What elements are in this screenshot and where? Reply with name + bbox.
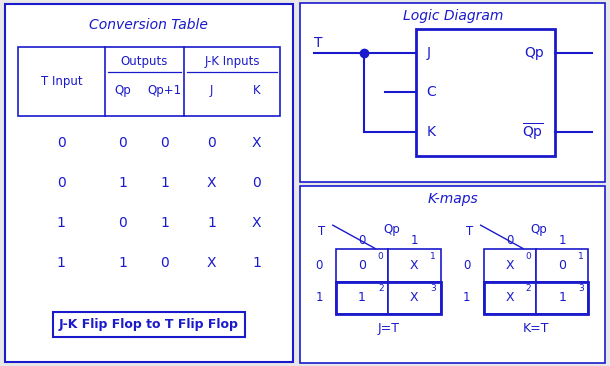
Text: 1: 1 [358, 291, 366, 304]
Bar [536, 249, 589, 282]
Bar [336, 282, 388, 314]
Bar [536, 282, 589, 314]
Text: J: J [427, 45, 431, 60]
Text: 0: 0 [160, 136, 169, 150]
Text: 1: 1 [558, 291, 566, 304]
Text: 1: 1 [411, 234, 418, 247]
Text: T: T [318, 225, 325, 238]
Text: 1: 1 [57, 216, 66, 230]
Bar [18, 47, 280, 116]
Text: 1: 1 [118, 256, 127, 270]
Text: X: X [506, 291, 514, 304]
Text: 1: 1 [430, 252, 436, 261]
Text: 0: 0 [526, 252, 531, 261]
Text: 0: 0 [253, 176, 261, 190]
Text: 1: 1 [315, 291, 323, 304]
Text: 1: 1 [578, 252, 584, 261]
Text: 0: 0 [378, 252, 384, 261]
Text: 1: 1 [160, 216, 170, 230]
Text: 0: 0 [315, 259, 323, 272]
Text: X: X [410, 259, 418, 272]
Text: 1: 1 [253, 256, 261, 270]
Text: T: T [314, 37, 323, 51]
Text: 0: 0 [358, 234, 366, 247]
Bar [336, 282, 440, 314]
Text: C: C [427, 85, 437, 100]
Text: 2: 2 [526, 284, 531, 294]
Bar [484, 282, 536, 314]
Text: 0: 0 [463, 259, 470, 272]
Bar [336, 249, 388, 282]
Text: Conversion Table: Conversion Table [90, 18, 208, 32]
Text: 2: 2 [378, 284, 384, 294]
Bar [484, 249, 536, 282]
Text: K: K [253, 84, 260, 97]
Text: K: K [427, 125, 436, 139]
Text: 1: 1 [160, 176, 170, 190]
Text: X: X [506, 259, 514, 272]
Text: Outputs: Outputs [121, 55, 168, 68]
Bar [388, 249, 440, 282]
Text: J-K Flip Flop to T Flip Flop: J-K Flip Flop to T Flip Flop [59, 318, 239, 331]
Text: 1: 1 [559, 234, 566, 247]
Text: 1: 1 [57, 256, 66, 270]
Text: 0: 0 [118, 136, 127, 150]
Text: K-maps: K-maps [428, 192, 478, 206]
Bar [484, 282, 589, 314]
Text: X: X [207, 256, 217, 270]
Text: Qp: Qp [531, 223, 548, 236]
Text: 3: 3 [578, 284, 584, 294]
Text: 0: 0 [506, 234, 514, 247]
Text: 1: 1 [118, 176, 127, 190]
Text: 1: 1 [207, 216, 216, 230]
Text: 0: 0 [57, 176, 66, 190]
Text: 0: 0 [358, 259, 366, 272]
Text: X: X [252, 136, 262, 150]
Text: Qp: Qp [114, 84, 131, 97]
Text: 0: 0 [118, 216, 127, 230]
Text: 3: 3 [430, 284, 436, 294]
Bar [388, 282, 440, 314]
Text: 0: 0 [558, 259, 566, 272]
Bar [416, 29, 554, 156]
Text: J-K Inputs: J-K Inputs [204, 55, 260, 68]
Text: K=T: K=T [523, 322, 550, 335]
Text: J=T: J=T [377, 322, 399, 335]
Text: X: X [252, 216, 262, 230]
Text: Qp: Qp [383, 223, 400, 236]
Text: 0: 0 [57, 136, 66, 150]
Text: J: J [210, 84, 213, 97]
Text: $\overline{\rm Qp}$: $\overline{\rm Qp}$ [522, 122, 544, 143]
Text: Qp: Qp [524, 45, 544, 60]
Text: X: X [410, 291, 418, 304]
Text: T: T [465, 225, 473, 238]
Text: Qp+1: Qp+1 [148, 84, 182, 97]
Text: 0: 0 [207, 136, 216, 150]
Text: 1: 1 [463, 291, 470, 304]
Text: Logic Diagram: Logic Diagram [403, 9, 503, 23]
Text: X: X [207, 176, 217, 190]
Text: 0: 0 [160, 256, 169, 270]
Text: T Input: T Input [40, 75, 82, 88]
